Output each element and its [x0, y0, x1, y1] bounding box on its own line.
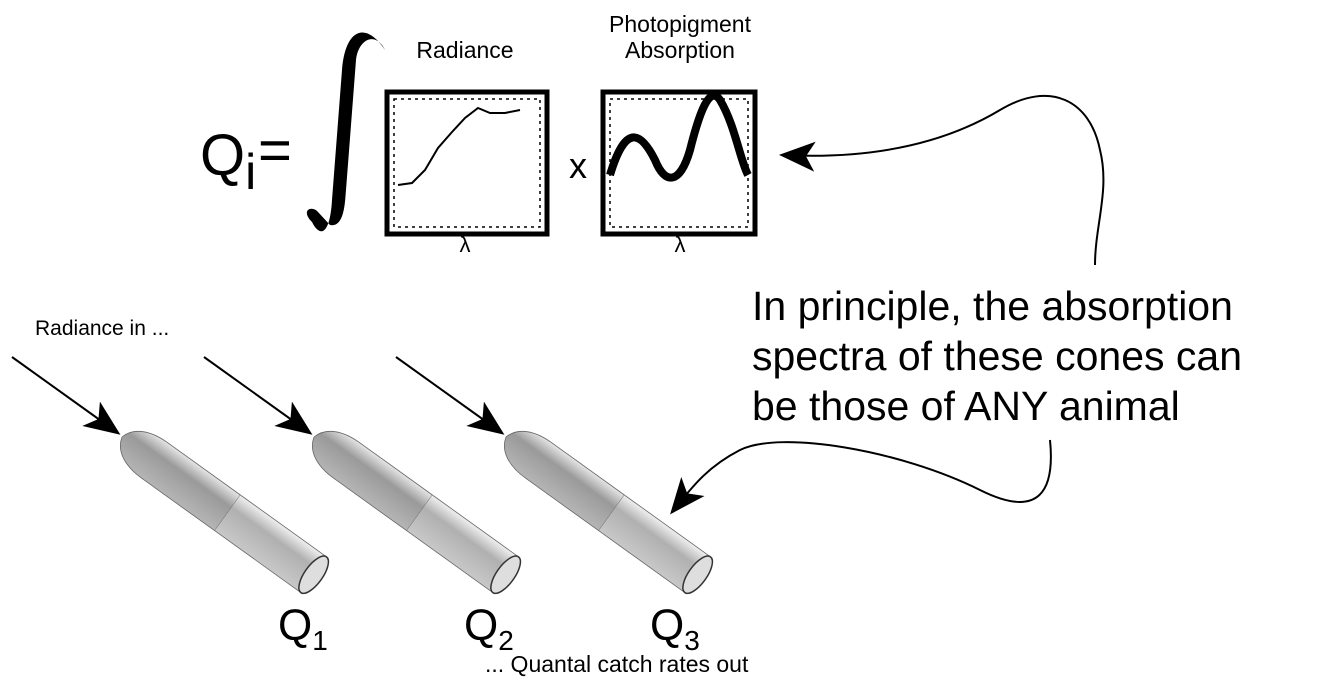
- cone: [504, 430, 714, 595]
- cone-outline: [406, 494, 519, 593]
- radiance-curve: [397, 106, 521, 186]
- input-arrow: [11, 356, 121, 435]
- panel-title: Absorption: [625, 37, 735, 63]
- axis-label: λ: [675, 232, 686, 257]
- panel-frame: [384, 89, 550, 237]
- curved-arrow: [670, 439, 1052, 515]
- panel-title: Photopigment: [609, 11, 752, 37]
- output-symbol: Q: [650, 601, 684, 650]
- note-line: spectra of these cones can: [752, 333, 1242, 379]
- cone-output: Q3: [650, 601, 700, 656]
- cone-end: [682, 555, 714, 595]
- output-label: ... Quantal catch rates out: [485, 651, 749, 677]
- cone-outer-segment: [598, 494, 711, 593]
- input-arrow: [203, 356, 313, 435]
- cone-inner-segment: [120, 430, 241, 532]
- cone-end: [490, 555, 522, 595]
- panel-title: Radiance: [416, 37, 513, 63]
- cone-outer-segment: [214, 494, 327, 593]
- cone-output: Q1: [278, 601, 328, 656]
- curved-arrow: [779, 94, 1105, 266]
- output-symbol: Q: [464, 601, 498, 650]
- output-symbol: Q: [278, 601, 312, 650]
- equals-sign: =: [258, 118, 292, 183]
- cone-inner-segment: [504, 430, 625, 532]
- input-label: Radiance in ...: [35, 317, 169, 340]
- note-line: In principle, the absorption: [752, 283, 1233, 329]
- cone-outline: [598, 494, 711, 593]
- cone: [120, 430, 330, 595]
- cone-output: Q2: [464, 601, 514, 656]
- output-subscript: 1: [312, 625, 328, 656]
- absorption-curve: [606, 91, 752, 182]
- output-subscript: 3: [684, 625, 700, 656]
- panel-inner: [393, 98, 541, 228]
- output-subscript: 2: [498, 625, 514, 656]
- operator: x: [569, 145, 587, 186]
- panel-frame: [600, 89, 758, 237]
- cone: [312, 430, 522, 595]
- axis-label: λ: [460, 232, 471, 257]
- equation-lhs: Qi: [200, 123, 256, 200]
- integral-sign: [306, 32, 385, 232]
- cone-outline: [214, 494, 327, 593]
- cone-inner-segment: [312, 430, 433, 532]
- cone-end: [298, 555, 330, 595]
- note-line: be those of ANY animal: [752, 383, 1180, 429]
- input-arrow: [395, 356, 505, 435]
- cones: [11, 356, 714, 595]
- cone-outer-segment: [406, 494, 519, 593]
